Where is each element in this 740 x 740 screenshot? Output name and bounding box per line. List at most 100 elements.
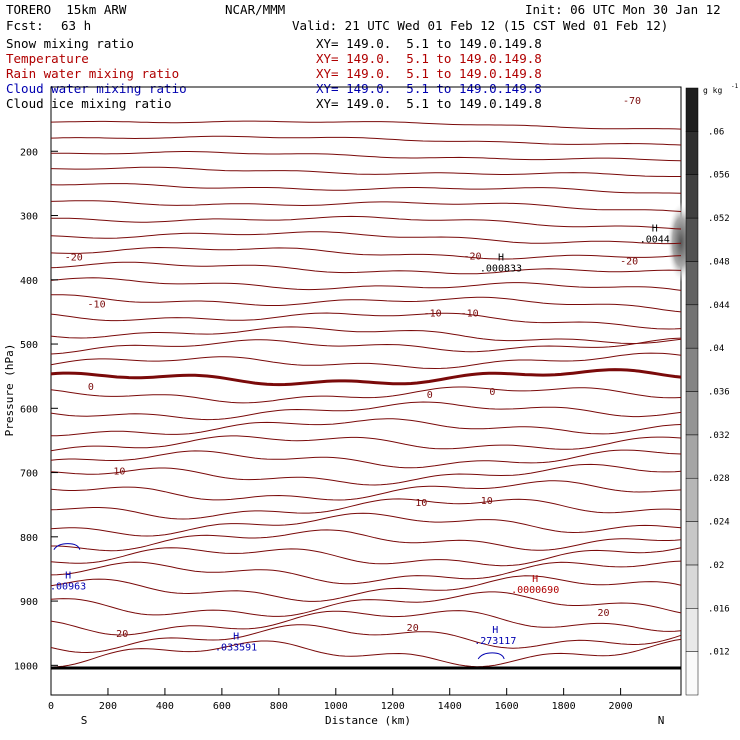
forecast-label: Fcst: — [6, 18, 44, 33]
isotherm-label: 0 — [427, 390, 433, 401]
colorbar-level: .044 — [708, 301, 730, 311]
x-axis-title: Distance (km) — [325, 714, 411, 727]
colorbar-level: .032 — [708, 431, 730, 441]
isotherm — [50, 575, 682, 602]
x-tick-label: 400 — [156, 701, 174, 712]
colorbar-swatch — [685, 608, 699, 652]
field-xy-rain: XY= 149.0. 5.1 to 149.0.149.8 — [316, 66, 542, 81]
isotherm — [50, 215, 682, 230]
isotherm — [50, 463, 682, 486]
x-axis: 0 200 400 600 800 1000 1200 1400 1600 1800 2000 — [48, 688, 633, 712]
colorbar-swatch — [685, 347, 699, 392]
plot-frame — [50, 86, 682, 696]
isotherm — [50, 166, 681, 177]
field-xy-cloud-ice: XY= 149.0. 5.1 to 149.0.149.8 — [316, 96, 542, 111]
colorbar-swatch — [685, 477, 699, 522]
isotherm-label: 10 — [113, 467, 125, 478]
y-axis: 200 300 400 500 600 700 800 900 1000 — [14, 147, 58, 672]
isotherm — [50, 200, 682, 212]
y-tick-label: 200 — [20, 147, 38, 158]
extremum-marker: H — [233, 632, 239, 643]
colorbar-swatch — [685, 174, 699, 219]
isotherm-label: 20 — [597, 608, 609, 619]
extremum-marker: H — [492, 625, 498, 636]
colorbar-swatch — [685, 651, 699, 696]
isotherm — [50, 547, 682, 567]
extremum-value: .00963 — [50, 582, 86, 593]
field-name-snow: Snow mixing ratio — [6, 36, 134, 51]
extremum-value: .273117 — [474, 636, 516, 647]
x-tick-label: 1600 — [495, 701, 519, 712]
colorbar-level: .024 — [708, 518, 730, 528]
isotherm-label: 10 — [481, 496, 493, 507]
isotherm — [50, 449, 682, 469]
x-tick-label: 1000 — [324, 701, 348, 712]
isotherm-label: 0 — [489, 387, 495, 398]
isotherm — [50, 312, 682, 330]
y-tick-label: 400 — [20, 276, 38, 287]
end-label: N — [658, 714, 665, 727]
cloud-water-contour — [53, 543, 81, 550]
field-xy-snow: XY= 149.0. 5.1 to 149.0.149.8 — [316, 36, 542, 51]
y-tick-label: 800 — [20, 533, 38, 544]
cloud-contours — [53, 543, 505, 660]
isotherm — [50, 591, 682, 617]
colorbar-level: .052 — [708, 214, 730, 224]
field-name-rain: Rain water mixing ratio — [6, 66, 180, 81]
x-tick-label: 200 — [99, 701, 117, 712]
isotherm-label: -20 — [620, 257, 638, 268]
isotherm-label: -10 — [424, 309, 442, 320]
isotherm — [50, 326, 682, 345]
extremum-value: .0044 — [640, 235, 670, 246]
x-tick-label: 1400 — [438, 701, 462, 712]
colorbar-level: .028 — [708, 474, 730, 484]
temperature-contours — [50, 120, 682, 670]
isotherm — [50, 480, 682, 501]
field-xy-temperature: XY= 149.0. 5.1 to 149.0.149.8 — [316, 51, 542, 66]
colorbar: .012 .016 .02 .024 .028 .032 .036 .04 .044 .048 .0… — [685, 87, 730, 696]
extrema-labels: H.000833H.0044H.0000690H.033591H.273117H… — [50, 224, 670, 654]
colorbar-swatch — [685, 304, 699, 349]
colorbar-swatch — [685, 391, 699, 436]
isotherm — [50, 435, 682, 452]
colorbar-swatch — [685, 131, 699, 175]
x-tick-label: 1800 — [552, 701, 576, 712]
isotherm — [50, 368, 682, 387]
isotherm — [50, 183, 682, 194]
y-tick-label: 300 — [20, 212, 38, 223]
center-title: NCAR/MMM — [225, 2, 286, 17]
colorbar-level: .048 — [708, 257, 730, 267]
x-tick-label: 0 — [48, 701, 54, 712]
colorbar-unit: g kg — [703, 86, 722, 95]
colorbar-level: .04 — [708, 344, 724, 354]
isotherm — [50, 401, 682, 421]
init-time: Init: 06 UTC Mon 30 Jan 12 — [525, 2, 721, 17]
extremum-value: .000833 — [480, 264, 522, 275]
isotherm — [50, 151, 682, 162]
colorbar-level: .016 — [708, 604, 730, 614]
y-tick-label: 1000 — [14, 661, 38, 672]
x-tick-label: 800 — [270, 701, 288, 712]
isotherm — [50, 277, 682, 291]
field-name-cloud-water: Cloud water mixing ratio — [6, 81, 187, 96]
y-tick-label: 500 — [20, 340, 38, 351]
extremum-marker: H — [65, 571, 71, 582]
colorbar-level: .036 — [708, 388, 730, 398]
isotherm — [50, 610, 682, 636]
isotherm-label: 20 — [116, 629, 128, 640]
isotherm — [50, 231, 682, 245]
isotherm — [50, 498, 682, 520]
isotherm-label: 10 — [415, 498, 427, 509]
colorbar-swatch — [685, 217, 699, 262]
model-title: TORERO 15km ARW — [6, 2, 127, 17]
extremum-value: .0000690 — [511, 585, 559, 596]
colorbar-swatch — [685, 261, 699, 306]
isotherm-label: 0 — [88, 382, 94, 393]
colorbar-unit-exponent: -1 — [731, 83, 739, 90]
colorbar-swatch — [685, 564, 699, 609]
isotherm — [50, 638, 682, 668]
extremum-marker: H — [652, 224, 658, 235]
y-tick-label: 900 — [20, 597, 38, 608]
extremum-marker: H — [532, 574, 538, 585]
